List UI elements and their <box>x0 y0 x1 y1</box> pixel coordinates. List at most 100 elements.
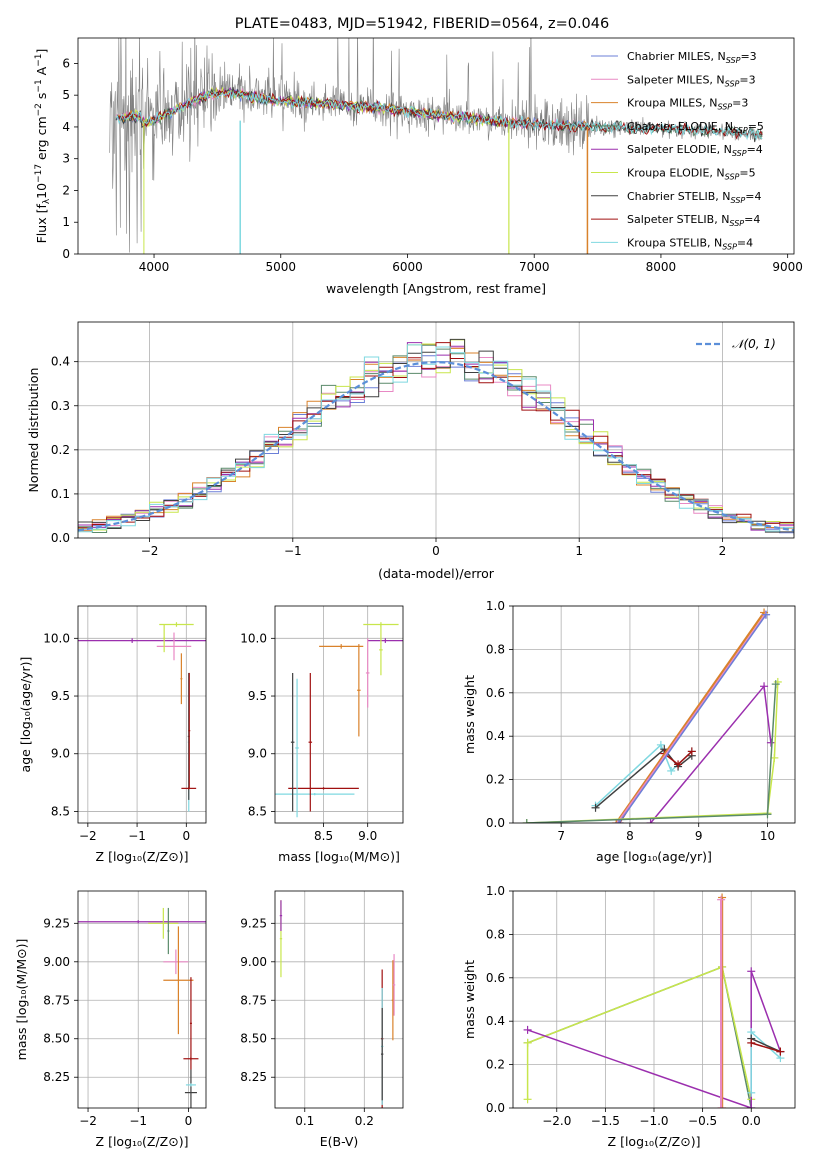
y-tick-label: 0.3 <box>51 399 70 413</box>
y-tick-label: 2 <box>62 183 70 197</box>
legend-entry: Salpeter ELODIE, NSSP=4 <box>627 143 763 158</box>
x-tick-label: −2 <box>141 544 159 558</box>
residual-legend: 𝒩(0, 1) <box>696 337 776 351</box>
panel-xlabel: age [log₁₀(age/yr)] <box>596 849 712 864</box>
weight-line-chabrier_miles <box>618 614 767 823</box>
legend-entry: Salpeter STELIB, NSSP=4 <box>627 213 760 228</box>
x-tick-label: 9.0 <box>358 829 377 843</box>
normal-curve <box>78 360 794 532</box>
residual-xlabel: (data-model)/error <box>378 566 495 581</box>
x-tick-label: 8.5 <box>314 829 333 843</box>
x-tick-label: 7000 <box>519 260 550 274</box>
param-panel-1: 8.5 9.0 8.5 9.0 9.5 10.0 mass [log₁₀(M/M⊙)] <box>240 605 404 864</box>
weight-line-kroupa_miles <box>615 611 765 823</box>
y-tick-label: 9.5 <box>248 689 267 703</box>
spectrum-ticks: 4000 5000 6000 7000 8000 9000 0 1 2 3 4 5 6 <box>62 56 803 274</box>
param-panel-0: −2 −1 0 8.5 9.0 9.5 10.0 Z [log₁₀(Z/Z⊙)] age [lo… <box>18 605 207 864</box>
param-panel-3: −2 −1 0 8.25 8.50 8.75 9.00 9.25 Z [log₁₀(Z/Z⊙)]… <box>14 890 207 1149</box>
y-tick-label: 3 <box>62 152 70 166</box>
x-tick-label: −2 <box>79 1114 97 1128</box>
y-tick-label: 8.75 <box>43 993 70 1007</box>
panel-xlabel: mass [log₁₀(M/M⊙)] <box>278 849 400 864</box>
x-tick-label: −0.5 <box>688 1114 717 1128</box>
y-tick-label: 0 <box>62 247 70 261</box>
residual-ticks: −2 −1 0 1 2 0.0 0.1 0.2 0.3 0.4 <box>51 355 726 558</box>
x-tick-label: 4000 <box>139 260 170 274</box>
spectrum-legend: Chabrier MILES, NSSP=3 Salpeter MILES, NS… <box>591 50 764 251</box>
spectrum-plot-area <box>109 38 763 254</box>
x-tick-label: 1 <box>575 544 583 558</box>
y-tick-label: 1.0 <box>486 884 505 898</box>
x-tick-label: 6000 <box>392 260 423 274</box>
y-tick-label: 0.1 <box>51 487 70 501</box>
panel-xlabel: E(B-V) <box>320 1134 359 1149</box>
spectrum-xlabel: wavelength [Angstrom, rest frame] <box>326 281 546 296</box>
y-tick-label: 9.00 <box>43 955 70 969</box>
residual-panel: −2 −1 0 1 2 0.0 0.1 0.2 0.3 0.4 (data-model)/erro… <box>26 321 795 581</box>
y-tick-label: 0.4 <box>486 1014 505 1028</box>
y-tick-label: 8.75 <box>240 993 267 1007</box>
x-tick-label: 0 <box>185 1114 193 1128</box>
parameter-panels: −2 −1 0 8.5 9.0 9.5 10.0 Z [log₁₀(Z/Z⊙)] age [lo… <box>14 599 796 1149</box>
x-tick-label: −1 <box>128 829 146 843</box>
y-tick-label: 0.2 <box>486 773 505 787</box>
y-tick-label: 8.25 <box>43 1070 70 1084</box>
panel-ylabel: mass [log₁₀(M/M⊙)] <box>14 939 29 1061</box>
legend-entry: Chabrier STELIB, NSSP=4 <box>627 190 761 205</box>
legend-entry: Chabrier MILES, NSSP=3 <box>627 50 757 65</box>
param-panel-2: 7 8 9 10 0.0 0.2 0.4 0.6 0.8 1.0 age [log₁₀(age/yr… <box>462 599 796 864</box>
y-tick-label: 9.00 <box>240 955 267 969</box>
panel-ylabel: age [log₁₀(age/yr)] <box>18 657 33 773</box>
x-tick-label: 0.0 <box>742 1114 761 1128</box>
hist-kroupa_stelib <box>78 344 794 535</box>
x-tick-label: 0.1 <box>295 1114 314 1128</box>
x-tick-label: −1.0 <box>639 1114 668 1128</box>
y-tick-label: 0.6 <box>486 686 505 700</box>
param-panel-5: −2.0 −1.5 −1.0 −0.5 0.0 0.0 0.2 0.4 0.6 0.8 1.0 Z [… <box>462 884 796 1149</box>
y-tick-label: 6 <box>62 56 70 70</box>
y-tick-label: 10.0 <box>240 631 267 645</box>
residual-ylabel: Normed distribution <box>26 368 41 493</box>
y-tick-label: 5 <box>62 88 70 102</box>
spectrum-ylabel: Flux [fλ10−17 erg cm−2 s−1 A−1] <box>34 49 52 244</box>
y-tick-label: 0.2 <box>51 443 70 457</box>
x-tick-label: 7 <box>557 829 565 843</box>
y-tick-label: 10.0 <box>43 631 70 645</box>
y-tick-label: 0.0 <box>51 531 70 545</box>
x-tick-label: −1 <box>129 1114 147 1128</box>
x-tick-label: 10 <box>760 829 775 843</box>
legend-entry: Kroupa ELODIE, NSSP=5 <box>627 167 756 182</box>
y-tick-label: 0.0 <box>486 816 505 830</box>
y-tick-label: 9.0 <box>248 747 267 761</box>
weight-line-salpeter_stelib <box>750 1042 781 1053</box>
spectrum-panel: 4000 5000 6000 7000 8000 9000 0 1 2 3 4 5 6 waveleng… <box>34 37 803 296</box>
x-tick-label: 0 <box>182 829 190 843</box>
x-tick-label: −2 <box>79 829 97 843</box>
legend-entry: Kroupa MILES, NSSP=3 <box>627 97 748 112</box>
y-tick-label: 9.25 <box>240 916 267 930</box>
legend-entry: Kroupa STELIB, NSSP=4 <box>627 236 753 251</box>
model-kroupa_stelib <box>115 89 763 141</box>
y-tick-label: 9.0 <box>51 747 70 761</box>
panel-ylabel: mass weight <box>462 960 477 1039</box>
y-tick-label: 8.25 <box>240 1070 267 1084</box>
x-tick-label: 2 <box>719 544 727 558</box>
panel-xlabel: Z [log₁₀(Z/Z⊙)] <box>96 849 189 864</box>
y-tick-label: 8.5 <box>51 804 70 818</box>
y-tick-label: 8.50 <box>240 1032 267 1046</box>
legend-entry: Chabrier ELODIE, NSSP=5 <box>627 120 764 135</box>
y-tick-label: 8.5 <box>248 804 267 818</box>
y-tick-label: 0.8 <box>486 642 505 656</box>
y-tick-label: 1.0 <box>486 599 505 613</box>
x-tick-label: −1.5 <box>591 1114 620 1128</box>
weight-line-chabrier_stelib <box>595 748 693 809</box>
legend-entry: Salpeter MILES, NSSP=3 <box>627 73 756 88</box>
param-panel-4: 0.1 0.2 8.25 8.50 8.75 9.00 9.25 E(B-V) <box>240 890 404 1149</box>
normal-legend-label: 𝒩(0, 1) <box>732 337 776 351</box>
residual-plot-area <box>78 338 794 536</box>
y-tick-label: 0.2 <box>486 1058 505 1072</box>
x-tick-label: −1 <box>284 544 302 558</box>
panel-xlabel: Z [log₁₀(Z/Z⊙)] <box>608 1134 701 1149</box>
y-tick-label: 9.25 <box>43 916 70 930</box>
model-salpeter_stelib <box>115 89 763 140</box>
